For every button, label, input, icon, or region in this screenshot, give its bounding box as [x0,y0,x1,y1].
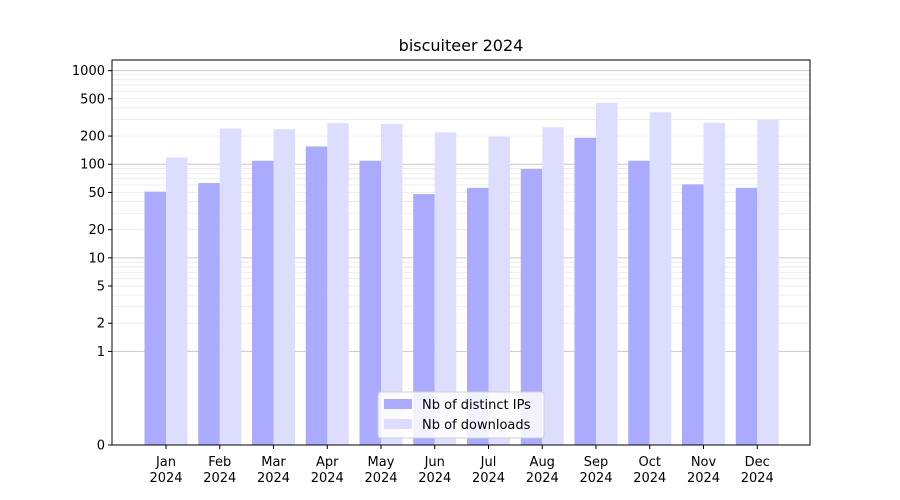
bar-downloads [757,119,779,445]
x-tick-label-month: Sep [584,455,609,470]
bar-distinct-ips [198,183,220,446]
y-tick-label: 0 [97,439,105,454]
legend-label: Nb of downloads [422,418,531,433]
bar-distinct-ips [144,191,166,445]
bar-distinct-ips [252,160,274,446]
bar-distinct-ips [735,187,758,445]
bar-downloads [273,129,295,446]
bar-downloads [434,132,457,446]
x-tick-label-year: 2024 [526,471,559,486]
x-tick-label-month: Dec [745,455,770,470]
legend: Nb of distinct IPs Nb of downloads [377,391,545,439]
y-tick-label: 50 [88,186,105,201]
x-tick-label-month: May [368,455,395,470]
x-tick-label-month: Jul [480,455,497,470]
x-tick-label-year: 2024 [418,471,451,486]
bar-downloads [488,136,510,445]
y-tick-label: 10 [88,251,105,266]
bars [144,102,779,446]
y-tick-label: 2 [97,317,105,332]
x-tick-label-year: 2024 [257,471,290,486]
x-tick-label-year: 2024 [741,471,774,486]
legend-swatch [384,399,412,409]
bar-distinct-ips [520,168,543,445]
bar-distinct-ips [359,160,381,446]
chart-title: biscuiteer 2024 [399,36,524,55]
plot-frame [111,59,811,446]
x-tick-label-month: Apr [316,455,339,470]
legend-box [377,391,545,439]
x-tick-label-month: Nov [691,455,717,470]
legend-swatch [384,419,412,429]
x-tick-label-year: 2024 [149,471,182,486]
x-tick-label-year: 2024 [633,471,666,486]
x-tick-label-month: Jan [155,455,176,470]
bar-downloads [649,112,672,446]
x-tick-label-year: 2024 [579,471,612,486]
x-axis: Jan2024Feb2024Mar2024Apr2024May2024Jun20… [149,445,774,486]
x-tick-label-year: 2024 [472,471,505,486]
y-tick-label: 200 [80,130,105,145]
y-tick-label: 1000 [72,64,105,79]
y-tick-label: 5 [97,280,105,295]
x-tick-label-year: 2024 [203,471,236,486]
bar-distinct-ips [467,187,489,445]
y-tick-label: 100 [80,158,105,173]
bar-downloads [596,102,618,445]
bar-downloads [327,123,349,446]
x-tick-label-month: Mar [261,455,286,470]
bar-downloads [381,124,403,446]
x-tick-label-month: Feb [208,455,231,470]
legend-label: Nb of distinct IPs [422,398,531,413]
bar-downloads [219,128,242,446]
y-tick-label: 1 [97,345,105,360]
y-tick-label: 20 [88,223,105,238]
x-tick-label-year: 2024 [311,471,344,486]
bar-distinct-ips [682,184,704,445]
x-tick-label-month: Oct [639,455,661,470]
bar-downloads [166,157,188,445]
x-tick-label-year: 2024 [687,471,720,486]
bar-downloads [542,127,564,445]
x-tick-label-month: Jun [424,455,445,470]
bar-distinct-ips [574,137,596,445]
x-tick-label-month: Aug [530,455,555,470]
bar-distinct-ips [413,194,435,445]
y-tick-label: 500 [80,92,105,107]
bar-distinct-ips [305,146,328,446]
x-tick-label-year: 2024 [364,471,397,486]
y-axis: 0 1 2 5 10 20 50 100 200 500 1000 [72,64,112,454]
bar-downloads [703,122,725,445]
bar-distinct-ips [628,160,650,446]
